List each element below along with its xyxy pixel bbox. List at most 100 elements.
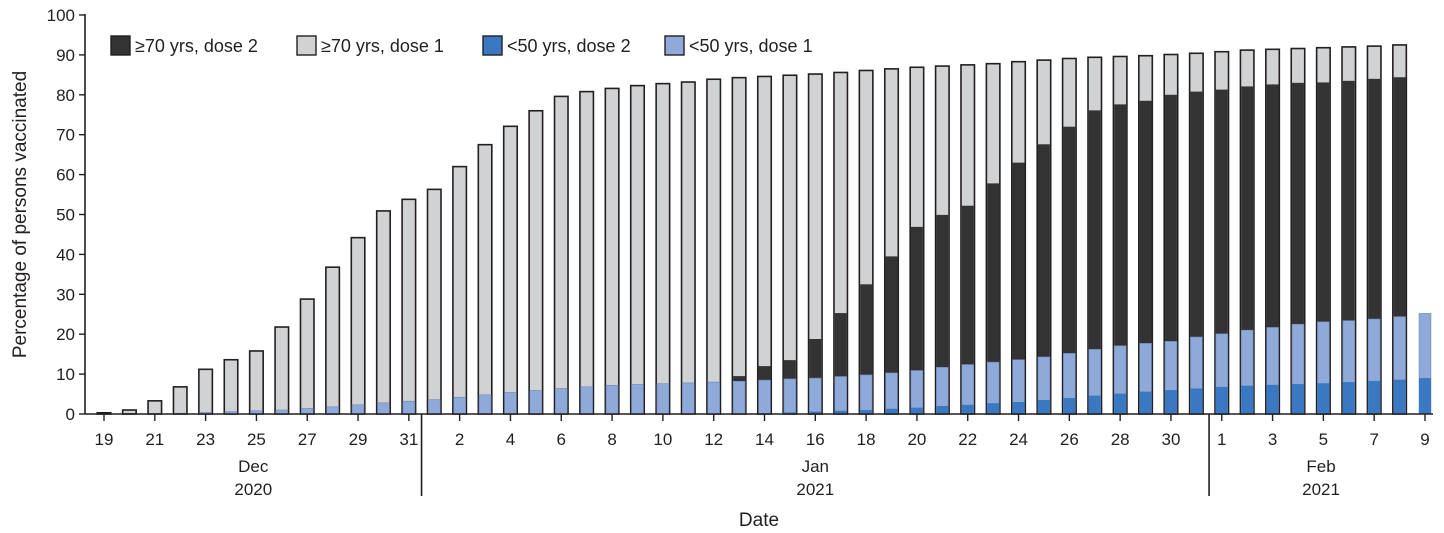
bar-younger-dose2 (910, 407, 923, 414)
bar-older-dose1 (655, 82, 671, 415)
bar-younger-dose1 (300, 408, 314, 415)
x-tick-label: 20 (907, 430, 926, 449)
bar-2020-12-28 (325, 266, 341, 415)
x-tick-label: 5 (1319, 430, 1328, 449)
bar-younger-dose2 (1292, 384, 1304, 414)
bar-younger-dose1 (326, 406, 339, 415)
bar-younger-dose1 (402, 400, 416, 415)
bar-older-dose1 (375, 210, 391, 415)
bar-2020-12-22 (172, 386, 188, 415)
bar-younger-dose2 (1088, 395, 1101, 414)
bar-2021-01-12 (706, 78, 722, 415)
bar-2021-01-25 (1036, 59, 1052, 415)
bar-older-dose1 (274, 326, 290, 415)
bar-younger-dose1 (504, 392, 517, 415)
bar-2021-01-10 (655, 82, 671, 415)
bar-older-dose2 (1266, 84, 1279, 415)
bar-younger-dose2 (1393, 379, 1406, 414)
bar-2021-01-16 (807, 73, 823, 415)
x-tick-label: 3 (1268, 430, 1277, 449)
y-tick-label: 100 (47, 6, 75, 25)
legend-item: <50 yrs, dose 1 (664, 35, 813, 56)
bar-younger-dose2 (936, 406, 949, 414)
y-axis-title: Percentage of persons vaccinated (10, 71, 31, 358)
bar-2021-02-09 (1418, 313, 1432, 415)
bar-older-dose1 (680, 81, 696, 415)
bar-older-dose2 (1012, 162, 1025, 414)
bar-older-dose2 (1063, 126, 1076, 414)
bar-2020-12-23 (198, 368, 214, 415)
y-tick-label: 30 (56, 285, 75, 304)
y-tick-label: 20 (56, 325, 75, 344)
bar-younger-dose1 (555, 388, 568, 415)
bar-2021-01-08 (604, 87, 620, 415)
bar-older-dose2 (1114, 104, 1127, 414)
bar-older-dose1 (553, 95, 569, 415)
bar-younger-dose2 (1037, 400, 1050, 414)
bar-younger-dose2 (1139, 391, 1152, 414)
year-label: 2021 (1302, 480, 1340, 499)
bar-2021-01-30 (1163, 53, 1179, 415)
y-tick-label: 50 (56, 206, 75, 225)
bar-2021-01-07 (579, 90, 595, 415)
bar-older-dose2 (860, 284, 873, 414)
bar-younger-dose1 (351, 404, 365, 415)
x-tick-label: 28 (1111, 430, 1130, 449)
month-label: Dec (238, 457, 269, 476)
bar-older-dose2 (1368, 78, 1381, 414)
bar-younger-dose1 (377, 402, 390, 415)
bar-older-dose2 (1292, 82, 1304, 414)
x-tick-label: 7 (1369, 430, 1378, 449)
bar-2021-02-05 (1315, 46, 1331, 415)
legend-swatch (296, 35, 317, 56)
bar-younger-dose1 (885, 372, 898, 415)
bar-younger-dose1 (529, 390, 543, 415)
bar-older-dose1 (325, 266, 341, 415)
bar-older-dose1 (731, 76, 747, 415)
bar-younger-dose2 (961, 404, 974, 414)
bar-older-dose1 (528, 109, 544, 415)
bar-older-dose2 (1165, 94, 1177, 415)
bar-older-dose1 (248, 350, 264, 415)
bar-2021-01-18 (858, 69, 874, 415)
bar-older-dose2 (987, 183, 1000, 414)
bar-2021-02-01 (1214, 50, 1230, 415)
x-tick-label: 24 (1009, 430, 1028, 449)
bar-older-dose2 (1190, 91, 1203, 414)
month-label: Feb (1306, 457, 1335, 476)
year-label: 2021 (796, 480, 834, 499)
bar-younger-dose1 (758, 379, 771, 415)
x-tick-label: 21 (145, 430, 164, 449)
x-tick-label: 4 (506, 430, 515, 449)
bar-2021-01-29 (1138, 54, 1154, 415)
year-label: 2020 (234, 480, 272, 499)
bar-2021-01-15 (782, 74, 798, 415)
x-tick-label: 8 (607, 430, 616, 449)
bar-younger-dose2 (885, 408, 898, 414)
bar-younger-dose1 (910, 370, 924, 415)
x-tick-label: 6 (557, 430, 566, 449)
bar-2021-01-06 (553, 95, 569, 415)
bar-older-dose2 (1215, 89, 1228, 414)
x-tick-label: 23 (196, 430, 215, 449)
bar-2021-01-31 (1188, 52, 1204, 415)
bar-older-dose1 (579, 90, 595, 415)
bar-younger-dose2 (1114, 393, 1127, 414)
bar-older-dose1 (502, 125, 519, 415)
bar-2021-01-05 (528, 109, 544, 415)
bar-younger-dose1 (427, 399, 441, 415)
bar-2021-01-02 (452, 165, 468, 415)
x-tick-label: 18 (857, 430, 876, 449)
bar-2021-02-03 (1265, 48, 1281, 415)
bar-2021-01-27 (1087, 56, 1103, 415)
legend-label: ≥70 yrs, dose 1 (321, 36, 444, 56)
bar-older-dose2 (834, 313, 847, 414)
x-tick-label: 26 (1060, 430, 1079, 449)
bar-2021-01-21 (934, 65, 950, 415)
bar-younger-dose1 (732, 380, 746, 415)
bar-older-dose1 (604, 87, 620, 415)
bar-older-dose2 (809, 338, 822, 414)
bar-2020-12-31 (401, 198, 417, 415)
